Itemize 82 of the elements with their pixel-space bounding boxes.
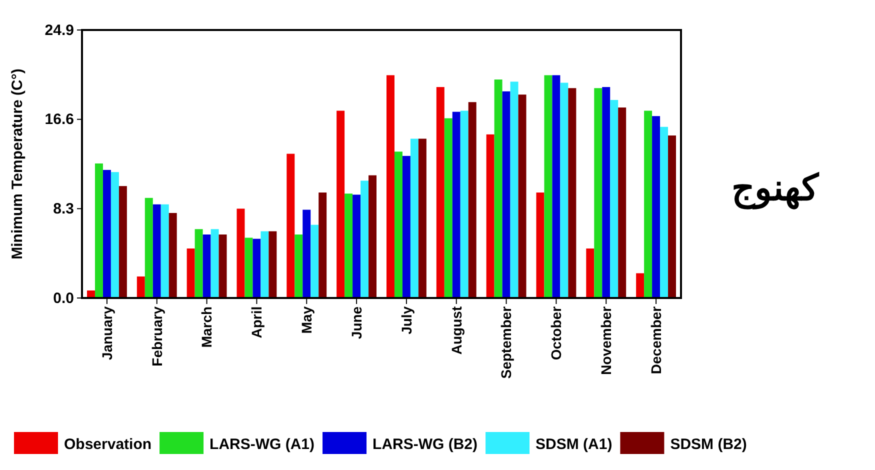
bar <box>236 208 245 298</box>
bar <box>468 102 476 298</box>
x-tick-label: December <box>648 306 664 374</box>
bar <box>302 210 311 298</box>
x-tick-label: September <box>498 306 514 379</box>
y-tick-label: 8.3 <box>53 200 74 218</box>
bar <box>118 186 127 298</box>
bar <box>660 126 668 298</box>
x-tick-label: August <box>448 306 464 355</box>
bar <box>294 234 303 298</box>
bar <box>260 231 269 298</box>
bar <box>160 204 169 298</box>
text: کھنوج <box>732 167 820 210</box>
bar <box>244 238 253 298</box>
x-tick-label: June <box>348 306 364 340</box>
x-tick-label: January <box>98 306 115 360</box>
bar <box>636 273 644 298</box>
bar <box>452 112 460 298</box>
bar <box>552 75 560 298</box>
bar <box>102 170 111 298</box>
bar <box>418 138 426 298</box>
y-tick-label: 16.6 <box>44 111 74 128</box>
legend-label: SDSM (B2) <box>670 436 747 453</box>
bar <box>168 212 177 298</box>
legend-label: Observation <box>64 436 152 453</box>
bar <box>668 135 676 298</box>
legend-label: SDSM (A1) <box>536 436 612 453</box>
bar <box>318 192 327 298</box>
bar <box>518 94 526 298</box>
bar <box>252 238 261 298</box>
bar <box>460 110 468 298</box>
bar <box>486 134 494 298</box>
bar <box>360 180 369 298</box>
bar <box>444 118 452 298</box>
bar <box>94 163 103 298</box>
bar <box>386 75 394 298</box>
bar <box>310 224 319 298</box>
bar <box>394 152 402 298</box>
x-tick-label: November <box>598 306 614 375</box>
bar <box>510 82 518 298</box>
x-tick-label: October <box>548 306 564 360</box>
bar <box>218 234 227 298</box>
x-tick-label: April <box>248 306 265 338</box>
y-tick-label: 0.0 <box>53 290 74 307</box>
bar <box>502 91 510 298</box>
bar <box>544 75 552 298</box>
bar <box>652 116 660 298</box>
bar <box>352 194 361 298</box>
bar <box>268 231 277 298</box>
bar <box>494 80 502 298</box>
x-tick-label: May <box>298 306 315 334</box>
y-tick-label: 24.9 <box>44 22 74 39</box>
x-tick-label: July <box>398 306 414 334</box>
bar <box>410 138 418 298</box>
bar <box>286 154 295 298</box>
y-axis-title: Minimum Temperature (C°) <box>9 68 26 260</box>
legend-label: LARS-WG (A1) <box>210 436 315 453</box>
bar <box>368 175 377 298</box>
legend-label: LARS-WG (B2) <box>372 436 478 453</box>
bar <box>144 198 153 298</box>
bar <box>618 107 626 298</box>
bar <box>644 110 652 298</box>
bar <box>336 110 345 298</box>
bar <box>110 172 119 298</box>
x-tick-label: February <box>148 306 165 366</box>
bar <box>436 87 444 298</box>
bar <box>560 82 568 298</box>
bar <box>568 88 576 298</box>
bar <box>402 156 410 298</box>
bar <box>194 229 203 298</box>
bar <box>602 87 610 298</box>
bar <box>136 276 145 298</box>
bar <box>186 248 195 298</box>
bar <box>594 88 602 298</box>
bar <box>610 100 618 298</box>
bar <box>586 248 594 298</box>
bar <box>152 204 161 298</box>
bar <box>202 234 211 298</box>
bar <box>536 192 544 298</box>
bar <box>344 194 353 298</box>
bar <box>210 229 219 298</box>
x-tick-label: March <box>198 306 215 348</box>
